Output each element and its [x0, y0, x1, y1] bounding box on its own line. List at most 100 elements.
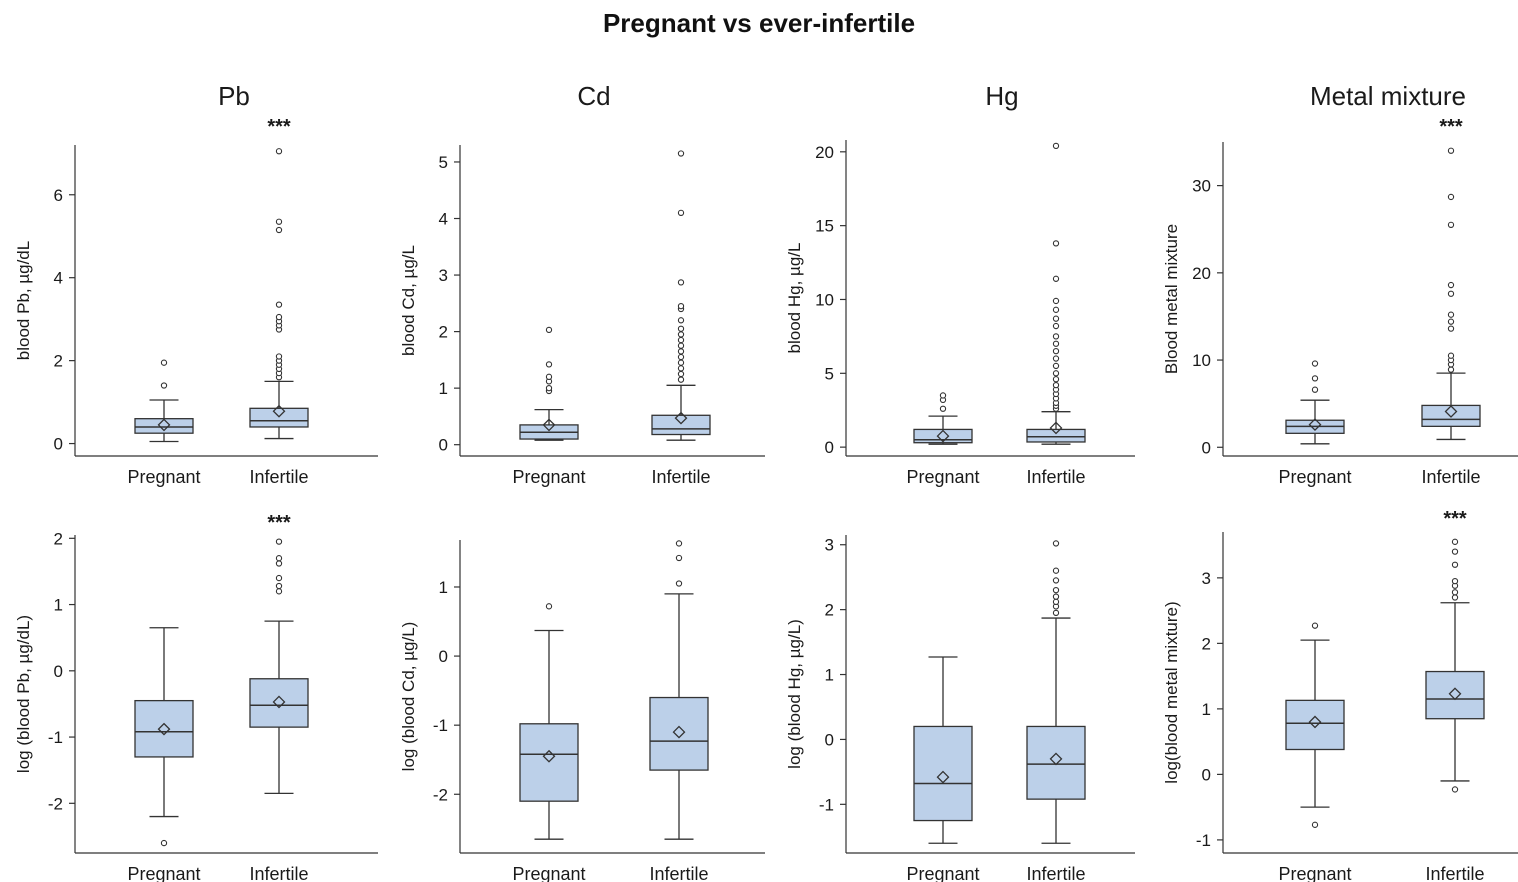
outlier-point — [1451, 561, 1459, 568]
box-iqr — [134, 699, 194, 758]
y-tick-label: 3 — [1202, 569, 1211, 588]
outlier-point — [677, 209, 685, 217]
outlier-point — [677, 317, 685, 324]
mean-marker — [1049, 421, 1063, 435]
outlier-point — [545, 373, 553, 380]
mean-marker — [542, 418, 556, 432]
outlier-point — [1052, 333, 1060, 340]
box-iqr — [649, 696, 709, 771]
outlier-point — [1447, 366, 1455, 373]
subplot-6: -2 -1 0 1 log (blood Cd, µg/L) Pregnant Infert… — [399, 540, 765, 882]
y-tick-label: 0 — [825, 438, 834, 457]
outlier-point — [675, 580, 683, 587]
outlier-point — [1447, 221, 1455, 229]
outlier-point — [275, 313, 283, 321]
box-infertile — [1425, 538, 1485, 793]
y-axis-label: blood Cd, µg/L — [399, 245, 418, 356]
outlier-point — [1052, 370, 1060, 377]
outlier-point — [1052, 306, 1060, 313]
y-tick-label: 20 — [1192, 264, 1211, 283]
box-infertile — [1026, 142, 1086, 445]
outlier-point — [275, 301, 283, 308]
mean-marker — [272, 695, 286, 709]
y-axis-label: log(blood metal mixture) — [1162, 601, 1181, 783]
subplot-1: Pb 0 2 4 6 blood Pb, µg/dL *** Pregnant Infertil… — [14, 81, 378, 487]
y-tick-label: 0 — [439, 647, 448, 666]
significance-label: *** — [267, 512, 291, 534]
y-tick-label: 0 — [54, 662, 63, 681]
x-tick-label: Pregnant — [512, 864, 585, 882]
box-pregnant — [913, 392, 973, 445]
box-infertile — [649, 540, 709, 840]
outlier-point — [677, 150, 685, 157]
box-infertile — [249, 538, 309, 795]
mean-marker — [1444, 405, 1458, 418]
outlier-point — [160, 359, 168, 366]
y-tick-label: 6 — [54, 186, 63, 205]
outlier-point — [1447, 352, 1455, 359]
x-tick-label: Pregnant — [1278, 467, 1351, 487]
x-tick-label: Pregnant — [127, 864, 200, 882]
outlier-point — [545, 384, 553, 392]
y-tick-label: 1 — [439, 379, 448, 398]
y-tick-label: 0 — [1202, 765, 1211, 784]
outlier-point — [275, 574, 283, 582]
outlier-point — [677, 376, 685, 383]
x-tick-label: Infertile — [651, 467, 710, 487]
outlier-point — [1311, 360, 1319, 367]
y-tick-label: -2 — [48, 794, 63, 813]
outlier-point — [1052, 240, 1060, 247]
box-iqr — [249, 407, 309, 428]
box-pregnant — [913, 656, 973, 844]
outlier-point — [1052, 142, 1060, 150]
outlier-point — [1311, 375, 1319, 382]
x-tick-label: Pregnant — [127, 467, 200, 487]
outlier-point — [1052, 587, 1060, 594]
outlier-point — [160, 382, 168, 389]
outlier-point — [1311, 821, 1319, 828]
outlier-point — [1052, 362, 1060, 370]
mean-marker — [542, 749, 556, 763]
outlier-point — [1447, 311, 1455, 318]
box-infertile — [1026, 540, 1086, 844]
outlier-point — [939, 405, 947, 412]
outlier-point — [1052, 593, 1060, 600]
outlier-point — [1451, 577, 1459, 585]
outlier-point — [545, 603, 553, 610]
subplot-8: -1 0 1 2 3 log(blood metal mixture) *** Pregnan… — [1162, 508, 1518, 882]
significance-label: *** — [1439, 116, 1463, 138]
y-axis-label: blood Pb, µg/dL — [14, 241, 33, 360]
box-pregnant — [519, 603, 579, 840]
y-tick-label: 10 — [815, 290, 834, 309]
outlier-point — [1052, 376, 1060, 383]
outlier-point — [1451, 589, 1459, 596]
outlier-point — [1052, 540, 1060, 547]
outlier-point — [275, 353, 283, 360]
y-tick-label: 4 — [54, 269, 63, 288]
y-tick-label: 2 — [1202, 634, 1211, 653]
subplot-5: -2 -1 0 1 2 log (blood Pb, µg/dL) *** Pregnant I… — [14, 512, 378, 882]
box-pregnant — [1285, 360, 1345, 445]
outlier-point — [677, 370, 685, 378]
outlier-point — [1311, 622, 1319, 629]
y-tick-label: 5 — [439, 153, 448, 172]
box-iqr — [1285, 699, 1345, 751]
y-tick-label: 20 — [815, 143, 834, 162]
outlier-point — [677, 331, 685, 338]
outlier-point — [275, 582, 283, 590]
y-tick-label: 1 — [439, 578, 448, 597]
y-axis-label: log (blood Hg, µg/L) — [785, 619, 804, 769]
y-tick-label: 2 — [439, 323, 448, 342]
x-tick-label: Pregnant — [1278, 864, 1351, 882]
box-infertile — [1421, 147, 1481, 441]
y-tick-label: -1 — [433, 716, 448, 735]
y-axis-label: log (blood Cd, µg/L) — [399, 622, 418, 772]
outlier-point — [1311, 386, 1319, 393]
box-iqr — [913, 725, 973, 822]
y-axis-label: log (blood Pb, µg/dL) — [14, 615, 33, 773]
mean-marker — [1049, 752, 1063, 766]
y-tick-label: 4 — [439, 210, 448, 229]
outlier-point — [545, 361, 553, 368]
outlier-point — [275, 555, 283, 562]
x-tick-label: Infertile — [1421, 467, 1480, 487]
